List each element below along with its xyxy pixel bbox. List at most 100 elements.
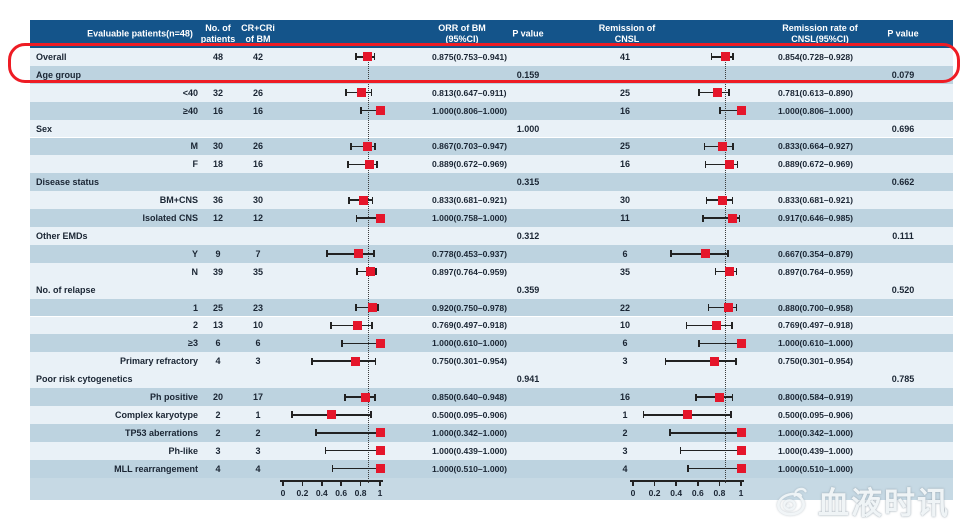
row-label: TP53 aberrations: [124, 427, 198, 438]
row-label: No. of relapse: [36, 284, 96, 295]
table-data-row: Y 9 7 0.778(0.453–0.937) 6 0.667(0.354–0.879): [30, 244, 953, 263]
forest-error-cap: [698, 89, 700, 97]
cnsl-ci-text: 1.000(0.439–1.000): [778, 445, 854, 456]
table-category-row: Other EMDs 0.312 0.111: [30, 227, 953, 245]
cnsl-n-value: 4: [622, 463, 628, 474]
weibo-eye-icon: [777, 487, 807, 515]
forest-point-marker: [365, 267, 375, 277]
cr-cri-value: 30: [252, 195, 263, 206]
axis-tick: [301, 481, 304, 487]
cnsl-ci-text: 0.897(0.764–0.959): [778, 266, 854, 277]
row-label: MLL rearrangement: [114, 463, 198, 474]
forest-error-bar: [332, 467, 380, 470]
forest-error-cap: [360, 107, 362, 115]
n-patients-value: 16: [212, 105, 223, 116]
row-label: M: [190, 141, 199, 152]
cr-cri-value: 26: [252, 87, 263, 98]
cnsl-n-value: 16: [619, 105, 630, 116]
forest-point-marker: [736, 446, 746, 456]
forest-point-marker: [711, 320, 721, 330]
orr-ci-text: 1.000(0.439–1.000): [432, 445, 508, 456]
forest-error-cap: [355, 53, 357, 61]
forest-point-marker: [718, 141, 728, 151]
forest-point-marker: [725, 267, 735, 277]
forest-error-cap: [377, 304, 379, 312]
forest-point-marker: [375, 428, 385, 438]
p-value-orr: 0.312: [516, 230, 540, 241]
forest-error-cap: [698, 339, 700, 347]
table-data-row: Overall 48 42 0.875(0.753–0.941) 41 0.854(0.7…: [30, 48, 953, 66]
table-data-row: Primary refractory 4 3 0.750(0.301–0.954) 3 0…: [30, 352, 953, 371]
cnsl-n-value: 2: [622, 427, 628, 438]
forest-error-bar: [326, 253, 374, 255]
table-data-row: MLL rearrangement 4 4 1.000(0.510–1.000) 4 1.…: [30, 459, 953, 478]
forest-error-bar: [698, 342, 741, 345]
forest-error-bar: [708, 306, 737, 309]
row-label: Isolated CNS: [142, 213, 198, 224]
forest-error-cap: [374, 142, 376, 150]
row-label: 2: [192, 320, 198, 331]
row-label: Ph positive: [149, 392, 198, 403]
axis-tick: [340, 481, 342, 487]
forest-error-bar: [669, 432, 741, 434]
forest-point-marker: [709, 356, 719, 366]
forest-point-marker: [736, 464, 746, 474]
axis-tick-label: 0.6: [691, 487, 704, 498]
cnsl-n-value: 25: [619, 141, 630, 152]
col-header-remission-of-cnsl: Remission of CNSL: [598, 23, 656, 44]
table-data-row: 1 25 23 0.920(0.750–0.978) 22 0.880(0.700–0.9…: [30, 298, 953, 317]
row-label: Overall: [36, 51, 67, 62]
cnsl-n-value: 16: [619, 159, 630, 170]
cr-cri-value: 42: [252, 51, 263, 62]
orr-ci-text: 0.813(0.647–0.911): [432, 87, 507, 98]
axis-tick: [379, 481, 381, 487]
row-label: Ph-like: [168, 445, 198, 456]
forest-error-cap: [735, 268, 738, 276]
col-header-remission-rate: Remission rate of CNSL(95%CI): [782, 23, 858, 44]
cr-cri-value: 23: [252, 302, 263, 313]
n-patients-value: 4: [215, 463, 221, 474]
forest-error-cap: [350, 142, 352, 150]
forest-error-cap: [728, 89, 730, 97]
orr-ci-text: 1.000(0.758–1.000): [432, 213, 508, 224]
axis-tick: [740, 481, 742, 487]
table-category-row: Sex 1.000 0.696: [30, 119, 953, 138]
cnsl-ci-text: 1.000(0.510–1.000): [778, 463, 854, 474]
cr-cri-value: 4: [255, 463, 261, 474]
forest-error-cap: [355, 214, 358, 222]
cr-cri-value: 35: [252, 266, 263, 277]
forest-point-marker: [364, 159, 374, 169]
forest-error-cap: [727, 250, 729, 258]
forest-point-marker: [712, 88, 722, 98]
orr-ci-text: 0.850(0.640–0.948): [432, 392, 508, 403]
row-label: BM+CNS: [159, 195, 198, 206]
forest-point-marker: [723, 303, 733, 313]
cnsl-ci-text: 0.667(0.354–0.879): [778, 248, 854, 259]
cnsl-ci-text: 0.889(0.672–0.969): [778, 159, 854, 170]
forest-error-bar: [720, 109, 741, 112]
row-label: Age group: [36, 69, 81, 80]
forest-error-cap: [344, 393, 346, 401]
axis-tick-label: 0: [630, 487, 636, 498]
n-patients-value: 18: [212, 159, 223, 170]
forest-error-cap: [345, 89, 347, 97]
forest-error-cap: [376, 160, 378, 168]
cnsl-n-value: 35: [619, 266, 630, 277]
axis-tick: [632, 481, 634, 487]
forest-error-bar: [671, 253, 728, 255]
axis-tick-label: 0.2: [296, 487, 309, 498]
axis-tick: [697, 481, 699, 487]
row-label: Poor risk cytogenetics: [36, 374, 133, 385]
table-data-row: F 18 16 0.889(0.672–0.969) 16 0.889(0.672–0.9…: [30, 155, 953, 174]
n-patients-value: 25: [212, 302, 223, 313]
forest-point-marker: [727, 213, 737, 223]
forest-point-marker: [360, 392, 370, 402]
n-patients-value: 48: [212, 51, 223, 62]
forest-error-cap: [347, 160, 349, 168]
forest-error-bar: [355, 306, 378, 309]
axis-band: [30, 477, 953, 500]
axis-tick-label: 1: [377, 487, 383, 498]
forest-point-marker: [714, 392, 724, 402]
forest-error-cap: [664, 357, 667, 365]
cnsl-ci-text: 0.880(0.700–0.958): [778, 302, 854, 313]
